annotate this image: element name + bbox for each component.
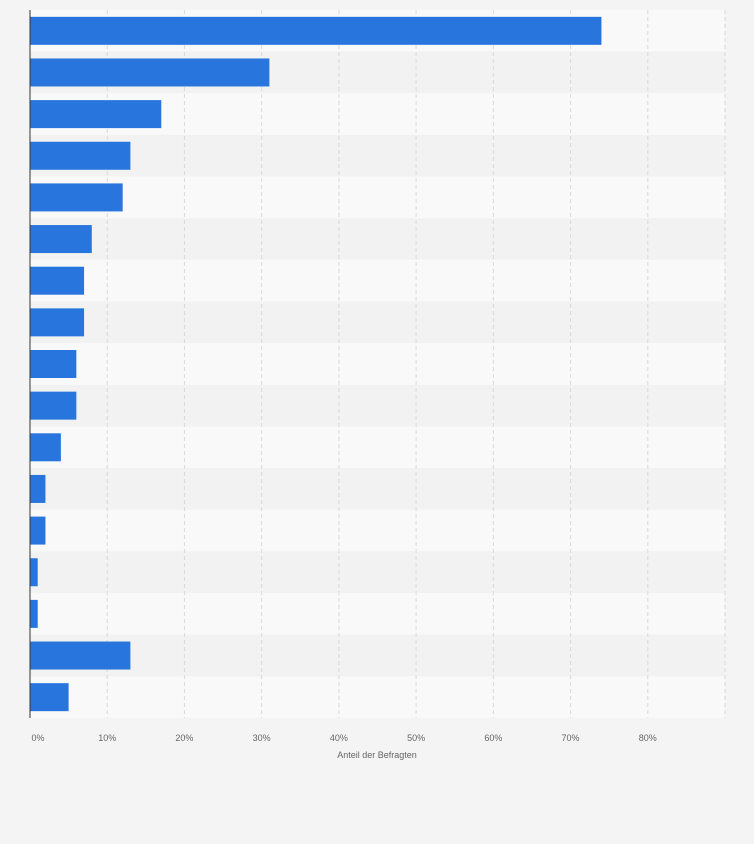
bar (30, 516, 46, 545)
x-tick-label: 60% (484, 733, 502, 743)
bar (30, 100, 162, 129)
x-tick-label: 30% (253, 733, 271, 743)
row-bands (30, 10, 725, 718)
bar (30, 266, 85, 295)
row-band (30, 551, 725, 594)
bar (30, 350, 77, 378)
row-band (30, 593, 725, 635)
bars (30, 16, 602, 712)
x-tick-label: 0% (31, 733, 44, 743)
row-band (30, 134, 725, 177)
row-band (30, 509, 725, 552)
bar (30, 683, 69, 712)
bar (30, 599, 38, 628)
bar (30, 16, 602, 45)
bar (30, 308, 85, 337)
x-tick-label: 10% (98, 733, 116, 743)
bar (30, 58, 270, 87)
row-band (30, 343, 725, 385)
x-axis: 0% 10% 20% 30% 40% 50% 60% 70% 80% (29, 10, 657, 743)
x-tick-label: 80% (639, 733, 657, 743)
bar (30, 391, 77, 420)
row-band (30, 176, 725, 219)
gridlines (106, 10, 726, 718)
bar (30, 433, 61, 462)
bar (30, 558, 38, 587)
row-band (30, 426, 725, 469)
x-tick-label: 20% (175, 733, 193, 743)
bar (30, 141, 131, 170)
x-tick-label: 50% (407, 733, 425, 743)
row-band (30, 301, 725, 344)
bar (30, 641, 131, 670)
bar (30, 183, 123, 212)
row-band (30, 259, 725, 302)
row-band (30, 634, 725, 677)
row-band (30, 468, 725, 510)
row-band (30, 218, 725, 260)
bar (30, 225, 92, 254)
bar (30, 474, 46, 503)
x-tick-label: 40% (330, 733, 348, 743)
row-band (30, 384, 725, 427)
x-tick-label: 70% (562, 733, 580, 743)
x-axis-label: Anteil der Befragten (337, 750, 417, 760)
row-band (30, 676, 725, 718)
